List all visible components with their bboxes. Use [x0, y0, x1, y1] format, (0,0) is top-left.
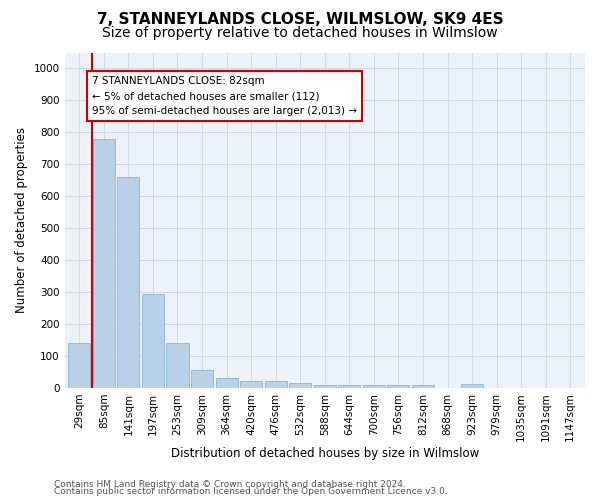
Bar	[338, 384, 361, 388]
Bar	[363, 384, 385, 388]
Bar	[118, 177, 139, 388]
Bar	[289, 383, 311, 388]
Text: 7 STANNEYLANDS CLOSE: 82sqm
← 5% of detached houses are smaller (112)
95% of sem: 7 STANNEYLANDS CLOSE: 82sqm ← 5% of deta…	[92, 76, 357, 116]
Text: 7, STANNEYLANDS CLOSE, WILMSLOW, SK9 4ES: 7, STANNEYLANDS CLOSE, WILMSLOW, SK9 4ES	[97, 12, 503, 28]
Bar	[461, 384, 483, 388]
Bar	[215, 378, 238, 388]
Bar	[93, 138, 115, 388]
Bar	[68, 343, 91, 388]
Bar	[240, 382, 262, 388]
Bar	[314, 384, 336, 388]
Text: Contains public sector information licensed under the Open Government Licence v3: Contains public sector information licen…	[54, 488, 448, 496]
Y-axis label: Number of detached properties: Number of detached properties	[15, 127, 28, 313]
Bar	[412, 386, 434, 388]
Bar	[191, 370, 213, 388]
Text: Size of property relative to detached houses in Wilmslow: Size of property relative to detached ho…	[102, 26, 498, 40]
Bar	[166, 343, 188, 388]
X-axis label: Distribution of detached houses by size in Wilmslow: Distribution of detached houses by size …	[170, 447, 479, 460]
Text: Contains HM Land Registry data © Crown copyright and database right 2024.: Contains HM Land Registry data © Crown c…	[54, 480, 406, 489]
Bar	[388, 384, 409, 388]
Bar	[142, 294, 164, 388]
Bar	[265, 382, 287, 388]
